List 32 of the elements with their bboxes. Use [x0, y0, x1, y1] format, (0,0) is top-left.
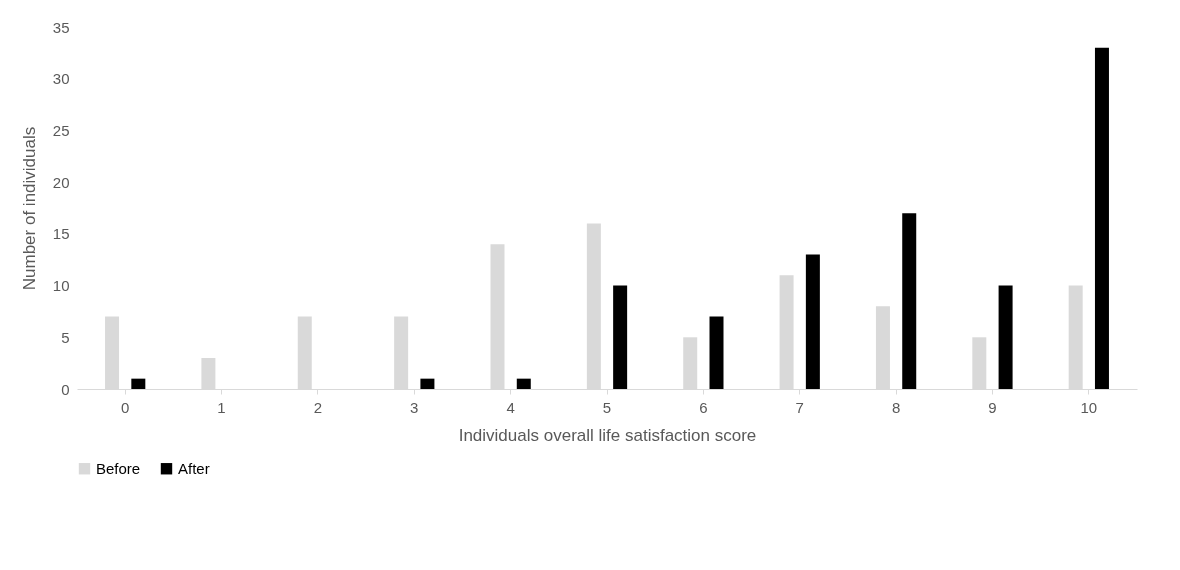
legend-label: After: [178, 459, 210, 477]
bar: [998, 285, 1013, 389]
y-tick-label: 25: [52, 121, 70, 139]
x-tick-label: 7: [795, 398, 804, 416]
x-tick-label: 5: [602, 398, 612, 416]
bar: [709, 316, 724, 389]
x-tick-label: 4: [506, 398, 515, 416]
bar: [516, 378, 531, 389]
bar: [131, 378, 146, 389]
x-tick-label: 9: [988, 398, 997, 416]
x-tick-label: 6: [699, 398, 708, 416]
y-axis-title: Number of individuals: [19, 126, 39, 291]
x-tick-label: 10: [1080, 398, 1098, 416]
y-tick-label: 0: [61, 380, 70, 398]
x-tick-label: 0: [121, 398, 130, 416]
x-tick-label: 8: [891, 398, 901, 416]
x-tick-label: 2: [313, 398, 323, 416]
y-tick-label: 35: [52, 18, 70, 36]
bar: [420, 378, 435, 389]
y-tick-label: 5: [61, 328, 70, 346]
bar: [805, 254, 820, 389]
x-tick-label: 1: [217, 398, 226, 416]
y-tick-label: 20: [52, 173, 70, 191]
y-tick-label: 15: [52, 225, 70, 243]
legend-label: Before: [96, 459, 141, 477]
bar: [1094, 47, 1109, 389]
y-tick-label: 10: [52, 277, 70, 295]
x-axis-title: Individuals overall life satisfaction score: [458, 425, 757, 445]
bar: [613, 285, 628, 389]
y-tick-label: 30: [52, 70, 70, 88]
x-tick-label: 3: [410, 398, 419, 416]
bar: [902, 213, 917, 389]
